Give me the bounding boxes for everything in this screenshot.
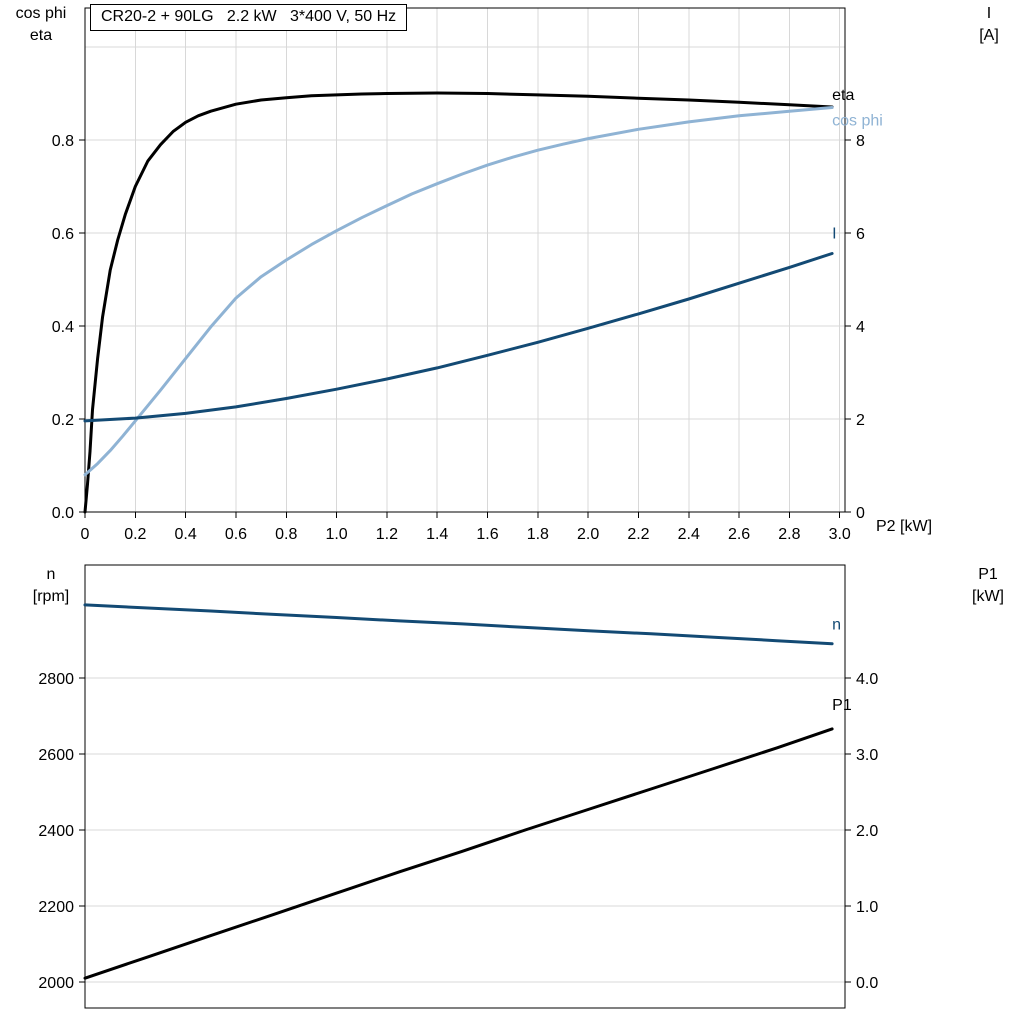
- x-axis-tick-label: 2.4: [678, 526, 700, 543]
- bottom-right-axis-label: P1 [kW]: [956, 564, 1020, 608]
- x-axis-tick-label: 1.8: [527, 526, 549, 543]
- axis-label-speed: n: [46, 566, 56, 583]
- series-p1-label: P1: [832, 697, 852, 714]
- right-axis-tick-label: 8: [856, 133, 865, 150]
- left-axis-tick-label: 2000: [38, 975, 74, 992]
- left-axis-tick-label: 0.2: [52, 412, 74, 429]
- x-axis-tick-label: 1.6: [476, 526, 498, 543]
- x-axis-tick-label: 3.0: [829, 526, 851, 543]
- right-axis-tick-label: 0: [856, 505, 865, 522]
- left-axis-tick-label: 2400: [38, 823, 74, 840]
- series-speed-curve: [83, 603, 834, 646]
- axis-label-cos-phi: cos phi: [15, 5, 67, 22]
- top-left-axis-label: cos phi eta: [2, 3, 80, 47]
- x-axis-tick-label: 1.4: [426, 526, 448, 543]
- axis-label-p1: P1: [978, 566, 998, 583]
- right-axis-tick-label: 2: [856, 412, 865, 429]
- x-axis-tick-label: 1.0: [325, 526, 347, 543]
- x-axis-tick-label: 2.2: [627, 526, 649, 543]
- left-axis-tick-label: 0.8: [52, 133, 74, 150]
- axis-label-p1-unit: [kW]: [972, 588, 1004, 605]
- plot-frame: [84, 7, 846, 513]
- x-axis-label: P2 [kW]: [876, 518, 933, 535]
- series-eta-curve: [83, 91, 834, 514]
- right-axis-tick-label: 0.0: [856, 975, 878, 992]
- series-current-label: I: [832, 225, 836, 242]
- axis-label-current-unit: [A]: [979, 27, 999, 44]
- top-right-axis-label: I [A]: [958, 3, 1020, 47]
- axis-label-speed-unit: [rpm]: [32, 588, 70, 605]
- x-axis-tick-label: 2.6: [728, 526, 750, 543]
- series-current-curve: [83, 252, 834, 423]
- x-axis-tick-label: 0.4: [175, 526, 197, 543]
- series-p1-curve: [83, 727, 834, 980]
- right-axis-tick-label: 3.0: [856, 747, 878, 764]
- x-axis-tick-label: 1.2: [376, 526, 398, 543]
- series-cos-phi-curve: [83, 106, 834, 477]
- plot-frame: [84, 564, 846, 1009]
- left-axis-tick-label: 0.6: [52, 226, 74, 243]
- x-axis-tick-label: 0: [81, 526, 90, 543]
- chart-title-box: CR20-2 + 90LG 2.2 kW 3*400 V, 50 Hz: [90, 4, 408, 31]
- left-axis-tick-label: 2200: [38, 899, 74, 916]
- right-axis-tick-label: 4: [856, 319, 865, 336]
- left-axis-tick-label: 2600: [38, 747, 74, 764]
- left-axis-tick-label: 2800: [38, 671, 74, 688]
- right-axis-tick-label: 1.0: [856, 899, 878, 916]
- axis-label-eta: eta: [29, 27, 53, 44]
- x-axis-tick-label: 2.0: [577, 526, 599, 543]
- right-axis-tick-label: 2.0: [856, 823, 878, 840]
- left-axis-tick-label: 0.0: [52, 505, 74, 522]
- right-axis-tick-label: 4.0: [856, 671, 878, 688]
- series-speed-label: n: [832, 617, 841, 634]
- series-eta-label: eta: [832, 87, 854, 104]
- right-axis-tick-label: 6: [856, 226, 865, 243]
- series-cos-phi-label: cos phi: [832, 112, 883, 129]
- x-axis-tick-label: 0.6: [225, 526, 247, 543]
- bottom-left-axis-label: n [rpm]: [18, 564, 84, 608]
- left-axis-tick-label: 0.4: [52, 319, 74, 336]
- x-axis-tick-label: 0.2: [124, 526, 146, 543]
- x-axis-tick-label: 2.8: [778, 526, 800, 543]
- axis-label-current: I: [986, 5, 992, 22]
- x-axis-tick-label: 0.8: [275, 526, 297, 543]
